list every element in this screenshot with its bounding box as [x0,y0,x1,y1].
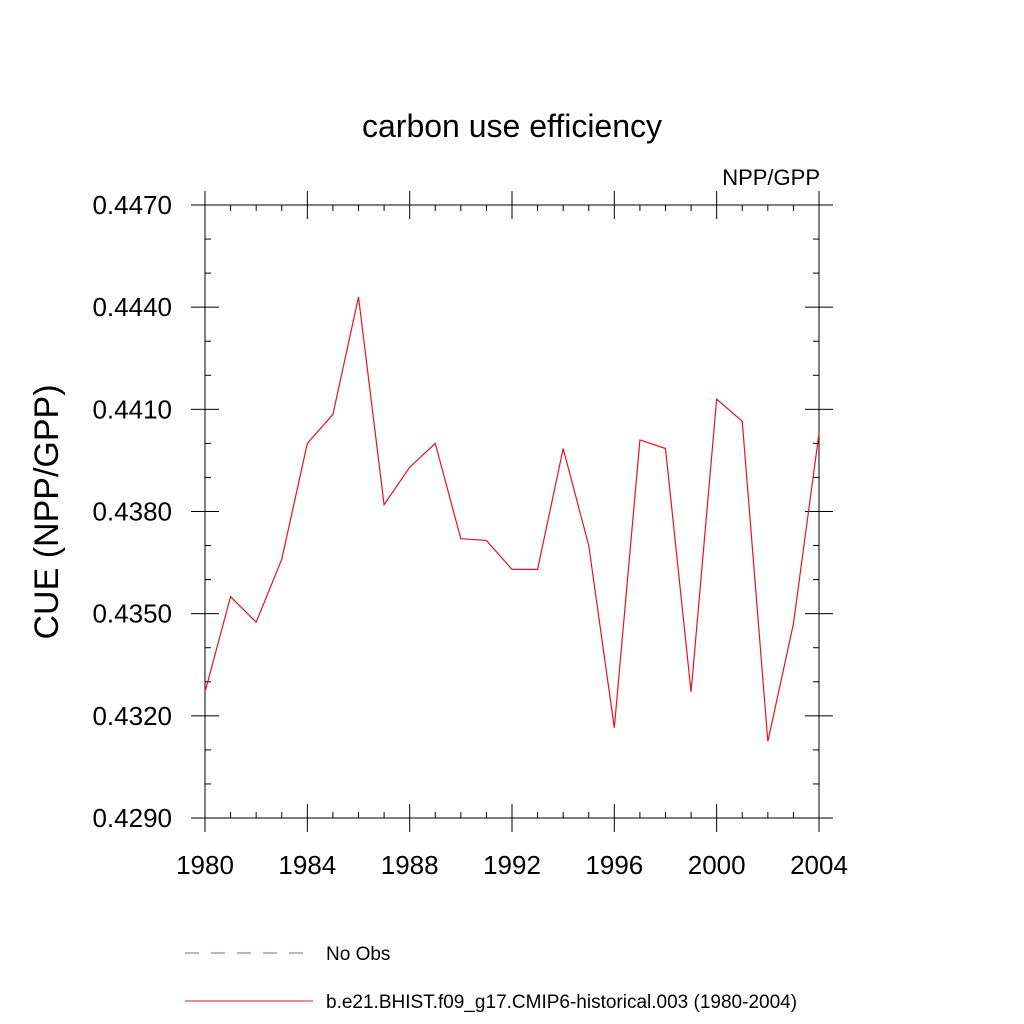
series-group [204,296,820,742]
y-tick-label: 0.4440 [92,292,172,322]
y-tick-label: 0.4410 [92,394,172,424]
chart-title: carbon use efficiency [362,108,662,144]
x-tick-label: 1984 [278,850,336,880]
y-tick-label: 0.4290 [92,803,172,833]
series-line [204,296,820,742]
legend: No Obs b.e21.BHIST.f09_g17.CMIP6-historic… [185,944,797,1013]
x-tick-label: 1980 [176,850,234,880]
legend-label: b.e21.BHIST.f09_g17.CMIP6-historical.003… [326,992,797,1013]
x-tick-label: 1996 [585,850,643,880]
y-tick-label: 0.4380 [92,497,172,527]
y-tick-label: 0.4470 [92,190,172,220]
y-axis-label: CUE (NPP/GPP) [28,384,66,639]
plot-frame [204,204,820,819]
y-tick-labels: 0.4290 0.4320 0.4350 0.4380 0.4410 0.4440 0.44… [92,190,172,833]
x-tick-label: 1988 [381,850,439,880]
chart-subtitle-right: NPP/GPP [722,165,820,190]
x-tick-labels: 1980 1984 1988 1992 1996 2000 2004 [176,850,848,880]
legend-label: No Obs [326,944,390,965]
y-tick-label: 0.4350 [92,599,172,629]
x-tick-label: 2000 [688,850,746,880]
axis-ticks [191,191,833,832]
y-tick-label: 0.4320 [92,701,172,731]
x-tick-label: 2004 [790,850,848,880]
x-tick-label: 1992 [483,850,541,880]
